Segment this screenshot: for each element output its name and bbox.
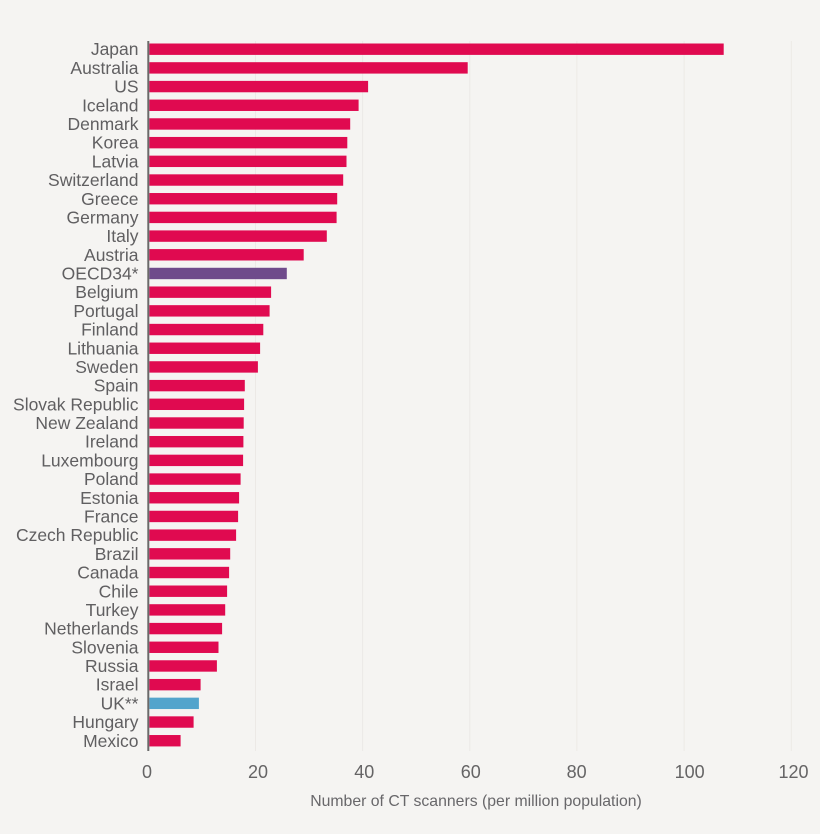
svg-text:Iceland: Iceland bbox=[82, 95, 138, 115]
svg-text:Slovak Republic: Slovak Republic bbox=[13, 394, 139, 414]
svg-text:Italy: Italy bbox=[106, 226, 138, 246]
svg-text:Estonia: Estonia bbox=[80, 488, 139, 508]
svg-text:Poland: Poland bbox=[84, 469, 139, 489]
svg-text:Brazil: Brazil bbox=[95, 544, 139, 564]
svg-text:Japan: Japan bbox=[91, 39, 139, 59]
svg-text:Austria: Austria bbox=[84, 245, 139, 265]
svg-text:UK**: UK** bbox=[101, 693, 139, 713]
svg-text:Turkey: Turkey bbox=[86, 600, 139, 620]
svg-text:40: 40 bbox=[354, 762, 374, 782]
svg-text:Canada: Canada bbox=[77, 563, 139, 583]
svg-text:Luxembourg: Luxembourg bbox=[41, 450, 138, 470]
svg-text:Netherlands: Netherlands bbox=[44, 619, 139, 639]
svg-text:Belgium: Belgium bbox=[75, 282, 138, 302]
svg-text:Portugal: Portugal bbox=[73, 301, 138, 321]
svg-text:Switzerland: Switzerland bbox=[48, 170, 138, 190]
svg-text:Lithuania: Lithuania bbox=[67, 338, 138, 358]
svg-text:60: 60 bbox=[461, 762, 481, 782]
svg-text:20: 20 bbox=[248, 762, 268, 782]
svg-text:France: France bbox=[84, 506, 138, 526]
svg-text:0: 0 bbox=[142, 762, 152, 782]
svg-text:Israel: Israel bbox=[96, 675, 139, 695]
svg-text:Finland: Finland bbox=[81, 320, 138, 340]
svg-text:Ireland: Ireland bbox=[85, 432, 139, 452]
svg-text:Australia: Australia bbox=[70, 58, 138, 78]
svg-text:Number of CT scanners (per mil: Number of CT scanners (per million popul… bbox=[310, 793, 642, 810]
svg-text:Chile: Chile bbox=[99, 581, 139, 601]
svg-text:Mexico: Mexico bbox=[83, 731, 138, 751]
svg-text:Denmark: Denmark bbox=[68, 114, 139, 134]
svg-text:Hungary: Hungary bbox=[72, 712, 138, 732]
svg-text:Korea: Korea bbox=[92, 133, 139, 153]
svg-text:Russia: Russia bbox=[85, 656, 139, 676]
svg-text:Spain: Spain bbox=[94, 376, 139, 396]
svg-text:120: 120 bbox=[778, 762, 808, 782]
svg-text:OECD34*: OECD34* bbox=[62, 264, 139, 284]
svg-text:100: 100 bbox=[675, 762, 705, 782]
svg-text:New Zealand: New Zealand bbox=[35, 413, 138, 433]
svg-text:80: 80 bbox=[567, 762, 587, 782]
svg-text:Latvia: Latvia bbox=[92, 151, 139, 171]
svg-text:Greece: Greece bbox=[81, 189, 138, 209]
svg-text:Slovenia: Slovenia bbox=[71, 637, 138, 657]
svg-text:Czech Republic: Czech Republic bbox=[16, 525, 139, 545]
svg-text:Sweden: Sweden bbox=[75, 357, 138, 377]
svg-text:US: US bbox=[114, 77, 138, 97]
svg-text:Germany: Germany bbox=[67, 207, 139, 227]
